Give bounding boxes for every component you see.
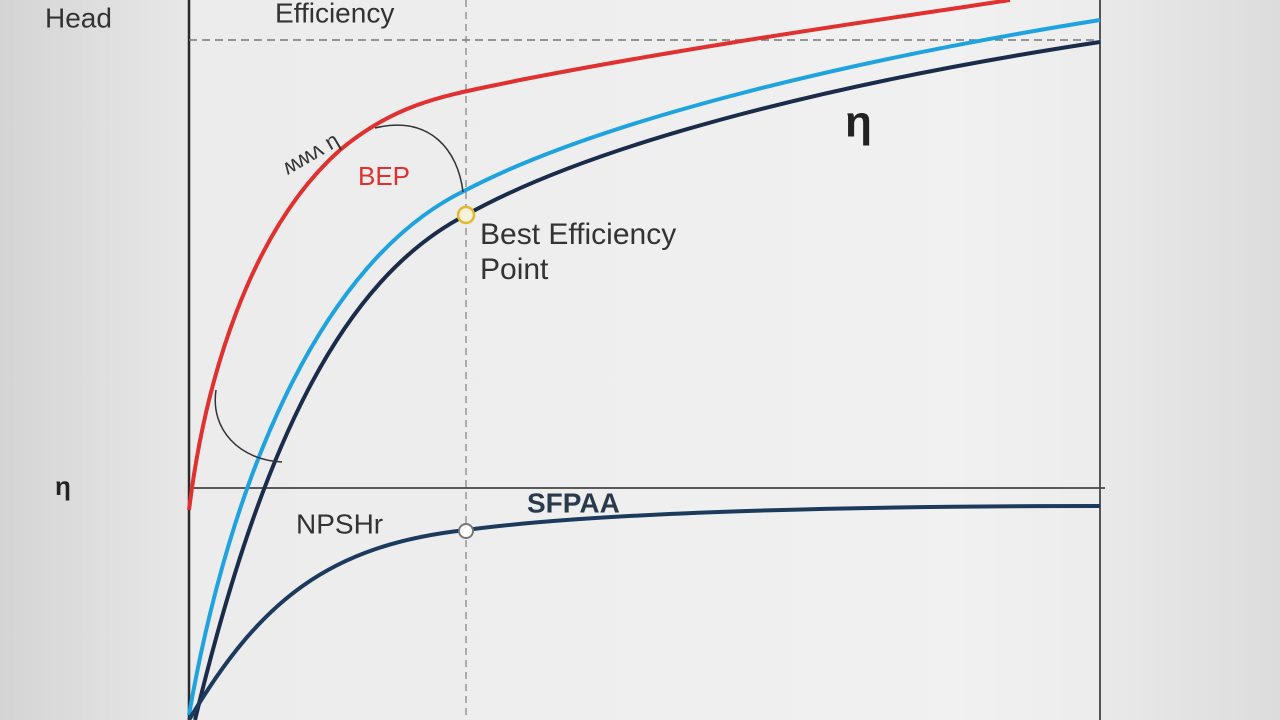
left-arc [214,389,283,463]
bep-arc [374,124,464,193]
npshr-point [458,523,474,539]
head-label: Head [45,2,112,33]
head-curve [187,0,1011,511]
bep-point [456,205,476,225]
bep-label: BEP [358,161,410,191]
npshr-label: NPSHr [296,508,383,539]
sfpaa-label: SFPAA [527,487,620,518]
npshr-curve [187,504,1101,720]
bep-text-line1: Best Efficiency [480,218,676,251]
eta-right-label: η [845,98,872,147]
bep-text-line2: Point [480,253,549,286]
efficiency-label: Efficiency [275,0,394,28]
efficiency-curve [187,18,1101,716]
eta-left-label: η [55,471,71,501]
